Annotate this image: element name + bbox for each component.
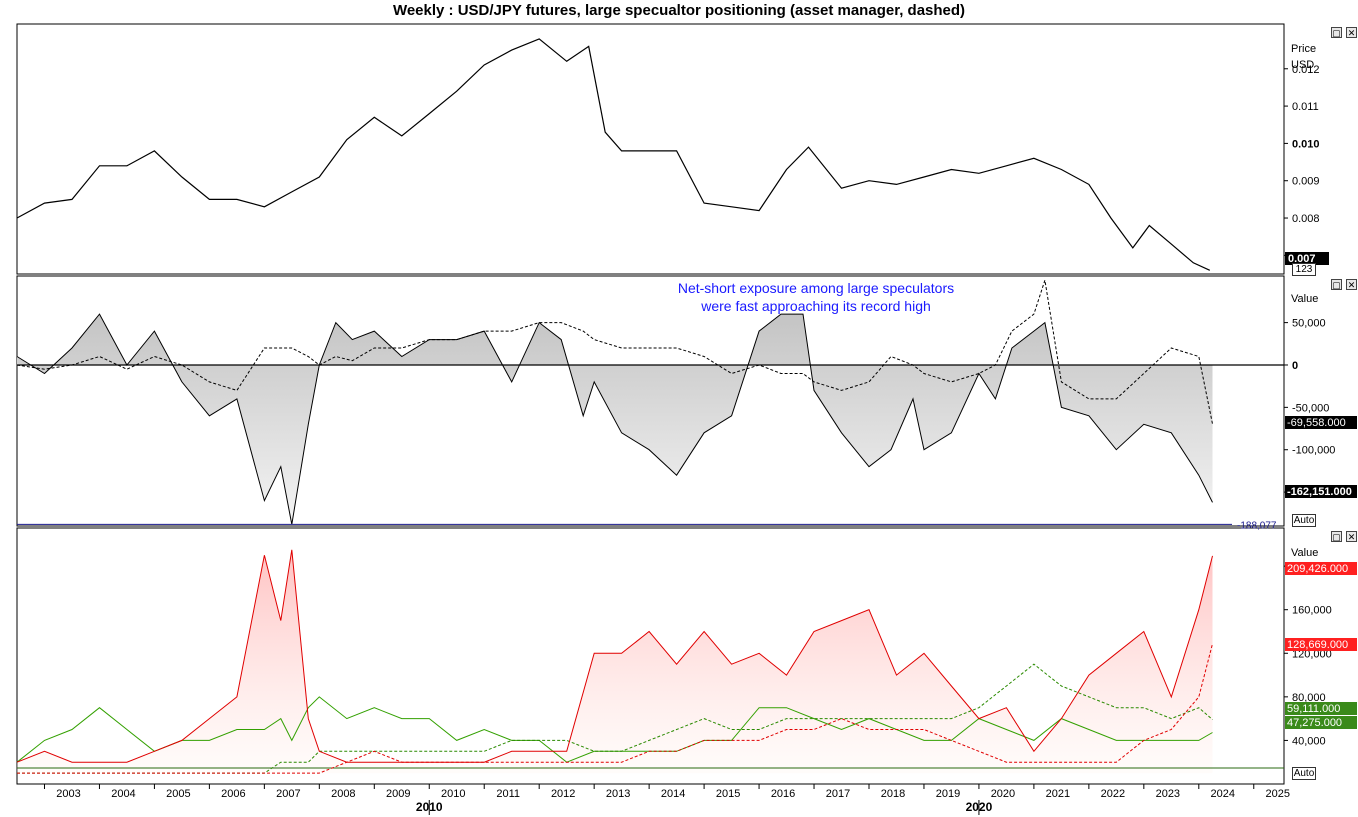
gross-tag-4: 47,275.000	[1287, 717, 1342, 729]
year-label: 2018	[881, 788, 905, 800]
gross-tag-bg	[1285, 716, 1357, 729]
asset-manager-short-dashed-line	[17, 643, 1213, 774]
net-series-line	[16, 313, 1213, 525]
price-scale-button[interactable]: 123	[1292, 263, 1316, 276]
panel3-close-icon[interactable]: ✕	[1346, 531, 1357, 542]
panel1-restore-icon[interactable]: ▢	[1331, 27, 1342, 38]
net-tag-upper: -69,558.000	[1287, 417, 1346, 429]
net-tick-label: -100,000	[1292, 445, 1335, 457]
year-label: 2022	[1101, 788, 1125, 800]
year-label: 2008	[331, 788, 355, 800]
net-panel-frame	[16, 275, 1285, 527]
gross-auto-button[interactable]: Auto	[1292, 767, 1316, 780]
net-auto-button[interactable]: Auto	[1292, 514, 1316, 527]
year-label: 2015	[716, 788, 740, 800]
price-series-line	[16, 38, 1211, 271]
panel2-restore-icon[interactable]: ▢	[1331, 279, 1342, 290]
gross-tag-bg	[1285, 702, 1357, 715]
year-label: 2023	[1156, 788, 1180, 800]
gross-tick-label: 80,000	[1292, 692, 1326, 704]
net-tag-upper-bg	[1285, 416, 1357, 429]
year-label: 2011	[496, 788, 520, 800]
price-tick-label: 0.010	[1292, 138, 1320, 150]
gross-tag-3: 59,111.000	[1287, 703, 1340, 715]
year-label: 2017	[826, 788, 850, 800]
net-tick-label: 0	[1292, 360, 1298, 372]
decade-label: 2010	[416, 800, 443, 814]
long-series-line	[16, 696, 1213, 763]
price-tick-label: 0.011	[1292, 101, 1319, 113]
price-axis-unit: USD	[1291, 59, 1314, 71]
annotation-line-1: Net-short exposure among large speculato…	[678, 280, 954, 296]
record-low-label: -188,077	[1237, 520, 1277, 531]
short-area-fill	[17, 549, 1213, 774]
price-current-tag-bg	[1285, 252, 1329, 265]
price-tick-label: 0.008	[1292, 213, 1320, 225]
chart-title: Weekly : USD/JPY futures, large specualt…	[392, 2, 966, 19]
panel3-restore-icon[interactable]: ▢	[1331, 531, 1342, 542]
price-axis-label: Price	[1291, 43, 1316, 55]
panel2-close-icon[interactable]: ✕	[1346, 279, 1357, 290]
gross-tick-label: 160,000	[1292, 605, 1332, 617]
price-current-tag: 0.007	[1288, 253, 1316, 265]
net-tag-lower-bg	[1285, 485, 1357, 498]
year-label: 2024	[1211, 788, 1235, 800]
year-label: 2016	[771, 788, 795, 800]
year-label: 2014	[661, 788, 685, 800]
short-series-line	[16, 549, 1213, 763]
annotation-line-2: were fast approaching its record high	[700, 298, 931, 314]
price-tick-label: 0.012	[1292, 64, 1320, 76]
gross-tick-label: 40,000	[1292, 735, 1326, 747]
price-panel-frame	[16, 23, 1285, 275]
panel1-close-icon[interactable]: ✕	[1346, 27, 1357, 38]
year-label: 2004	[111, 788, 135, 800]
decade-label: 2020	[966, 800, 993, 814]
gross-axis-label: Value	[1291, 547, 1318, 559]
net-axis-label: Value	[1291, 293, 1318, 305]
year-label: 2012	[551, 788, 575, 800]
gross-tag-2: 128,669.000	[1287, 639, 1348, 651]
year-label: 2006	[221, 788, 245, 800]
net-tick-label: -50,000	[1292, 402, 1329, 414]
price-tick-label: 0.009	[1292, 176, 1320, 188]
gross-tag-1: 209,426.000	[1287, 563, 1348, 575]
year-label: 2009	[386, 788, 410, 800]
year-label: 2005	[166, 788, 190, 800]
year-label: 2019	[936, 788, 960, 800]
year-label: 2025	[1266, 788, 1290, 800]
gross-tag-bg	[1285, 562, 1357, 575]
year-label: 2010	[441, 788, 465, 800]
year-label: 2007	[276, 788, 300, 800]
gross-tag-bg	[1285, 638, 1357, 651]
year-label: 2003	[56, 788, 80, 800]
net-tag-lower: -162,151.000	[1287, 486, 1352, 498]
year-label: 2013	[606, 788, 630, 800]
year-label: 2020	[991, 788, 1015, 800]
year-label: 2021	[1046, 788, 1070, 800]
gross-tick-label: 120,000	[1292, 648, 1332, 660]
net-tick-label: 50,000	[1292, 318, 1326, 330]
